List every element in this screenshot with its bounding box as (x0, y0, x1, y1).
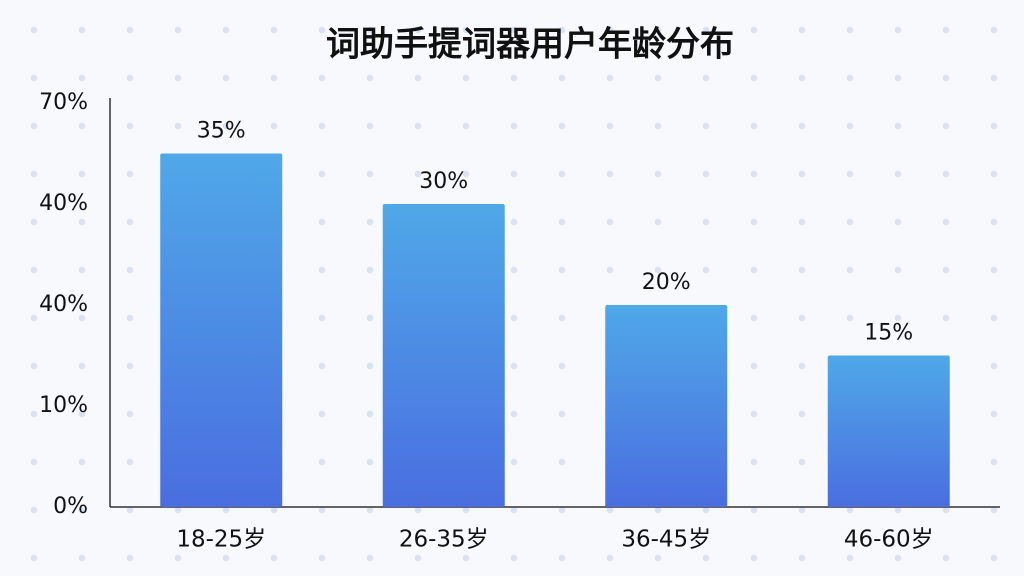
bar (160, 153, 283, 507)
value-label: 15% (864, 321, 913, 346)
x-tick-label: 26-35岁 (399, 527, 489, 553)
y-axis-label: 10% (39, 393, 88, 418)
bar (382, 204, 505, 507)
y-axis-label: 70% (39, 90, 88, 115)
x-tick-label: 46-60岁 (844, 527, 934, 553)
x-tick-label: 18-25岁 (176, 527, 266, 553)
x-tick-label: 36-45岁 (621, 527, 711, 553)
chart-title: 词助手提词器用户年龄分布 (326, 25, 734, 65)
bar (605, 305, 728, 507)
y-axis-label: 40% (39, 191, 88, 216)
value-label: 30% (419, 169, 468, 194)
bar (827, 355, 950, 507)
y-axis-label: 40% (39, 292, 88, 317)
y-axis-label: 0% (53, 494, 88, 519)
value-label: 35% (197, 119, 246, 144)
value-label: 20% (642, 270, 691, 295)
